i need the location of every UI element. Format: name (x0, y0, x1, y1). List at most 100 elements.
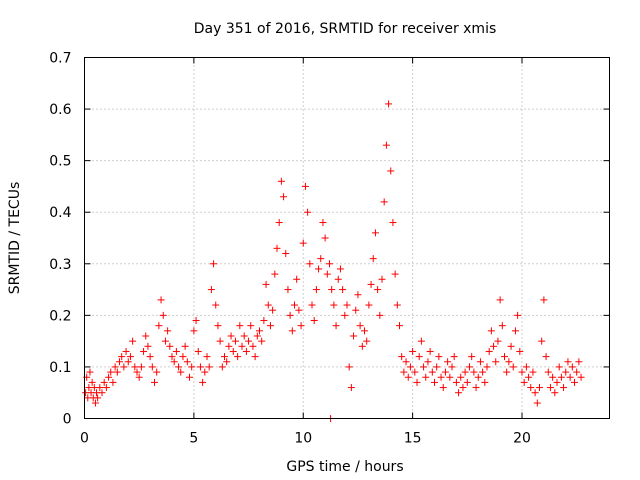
data-point (393, 301, 401, 309)
y-tick-label: 0.4 (49, 205, 71, 221)
data-point (516, 347, 524, 355)
data-point (546, 384, 554, 392)
data-point (201, 368, 209, 376)
data-point (102, 384, 110, 392)
data-point (343, 301, 351, 309)
data-point (306, 260, 314, 268)
data-point (137, 363, 145, 371)
data-point (529, 368, 537, 376)
data-point (214, 322, 222, 330)
data-point (400, 368, 408, 376)
data-point (514, 311, 522, 319)
chart-title: Day 351 of 2016, SRMTID for receiver xmi… (194, 21, 497, 37)
data-point (518, 368, 526, 376)
data-point (455, 389, 463, 397)
data-point (234, 353, 242, 361)
data-point (389, 219, 397, 227)
data-point (542, 353, 550, 361)
data-point (387, 167, 395, 175)
data-point (223, 358, 231, 366)
data-point (236, 322, 244, 330)
data-point (328, 286, 336, 294)
data-point (256, 327, 263, 335)
data-point (155, 322, 163, 330)
data-point (258, 337, 266, 345)
data-point (310, 317, 318, 325)
data-point (260, 317, 268, 325)
data-point (142, 332, 150, 340)
data-point (151, 378, 158, 386)
data-point (157, 296, 165, 304)
data-point (380, 198, 388, 206)
data-point (417, 337, 425, 345)
data-point (538, 337, 546, 345)
data-point (358, 342, 366, 350)
data-point (459, 384, 467, 392)
data-point (365, 301, 373, 309)
data-point (153, 368, 161, 376)
data-point (124, 358, 132, 366)
data-point (575, 358, 583, 366)
data-point (146, 353, 154, 361)
data-point (262, 280, 270, 288)
data-point (88, 378, 96, 386)
data-point (133, 368, 141, 376)
data-point (194, 347, 202, 355)
data-point (126, 353, 134, 361)
data-point (288, 327, 296, 335)
data-point (551, 389, 559, 397)
data-point (444, 358, 452, 366)
data-point (376, 311, 384, 319)
data-point (345, 363, 353, 371)
data-point (568, 363, 576, 371)
data-point (229, 347, 237, 355)
data-point (227, 332, 235, 340)
data-point (277, 177, 285, 185)
data-point (175, 363, 183, 371)
data-point (540, 296, 548, 304)
data-point (321, 234, 329, 242)
data-point (111, 363, 119, 371)
data-point (374, 286, 382, 294)
y-tick-label: 0.5 (49, 154, 71, 170)
data-point (396, 322, 403, 330)
data-point (273, 244, 281, 252)
data-point (282, 249, 290, 257)
data-point (571, 378, 578, 386)
data-point (336, 265, 344, 273)
data-point (533, 399, 541, 407)
y-axis-label: SRMTID / TECUs (7, 182, 23, 295)
data-point (450, 353, 458, 361)
data-point (166, 342, 174, 350)
data-point (107, 368, 115, 376)
data-point (354, 291, 362, 299)
data-point (577, 373, 585, 381)
data-point (188, 363, 196, 371)
data-point (225, 342, 233, 350)
data-points (82, 100, 585, 422)
data-point (177, 368, 185, 376)
data-point (161, 337, 169, 345)
data-point (140, 347, 148, 355)
data-point (441, 368, 449, 376)
data-point (439, 384, 447, 392)
data-point (544, 368, 552, 376)
data-point (560, 384, 568, 392)
data-point (240, 332, 248, 340)
data-point (476, 358, 484, 366)
data-point (98, 389, 106, 397)
y-tick-label: 0.6 (49, 102, 71, 118)
data-point (159, 311, 167, 319)
x-tick-label: 5 (189, 431, 198, 447)
data-point (275, 219, 283, 227)
data-point (179, 353, 187, 361)
data-point (172, 347, 180, 355)
data-point (315, 265, 323, 273)
y-tick-label: 0.7 (49, 51, 71, 67)
data-point (422, 373, 430, 381)
data-point (413, 378, 421, 386)
data-point (181, 342, 189, 350)
data-point (505, 358, 513, 366)
data-point (398, 353, 406, 361)
data-point (378, 275, 386, 283)
